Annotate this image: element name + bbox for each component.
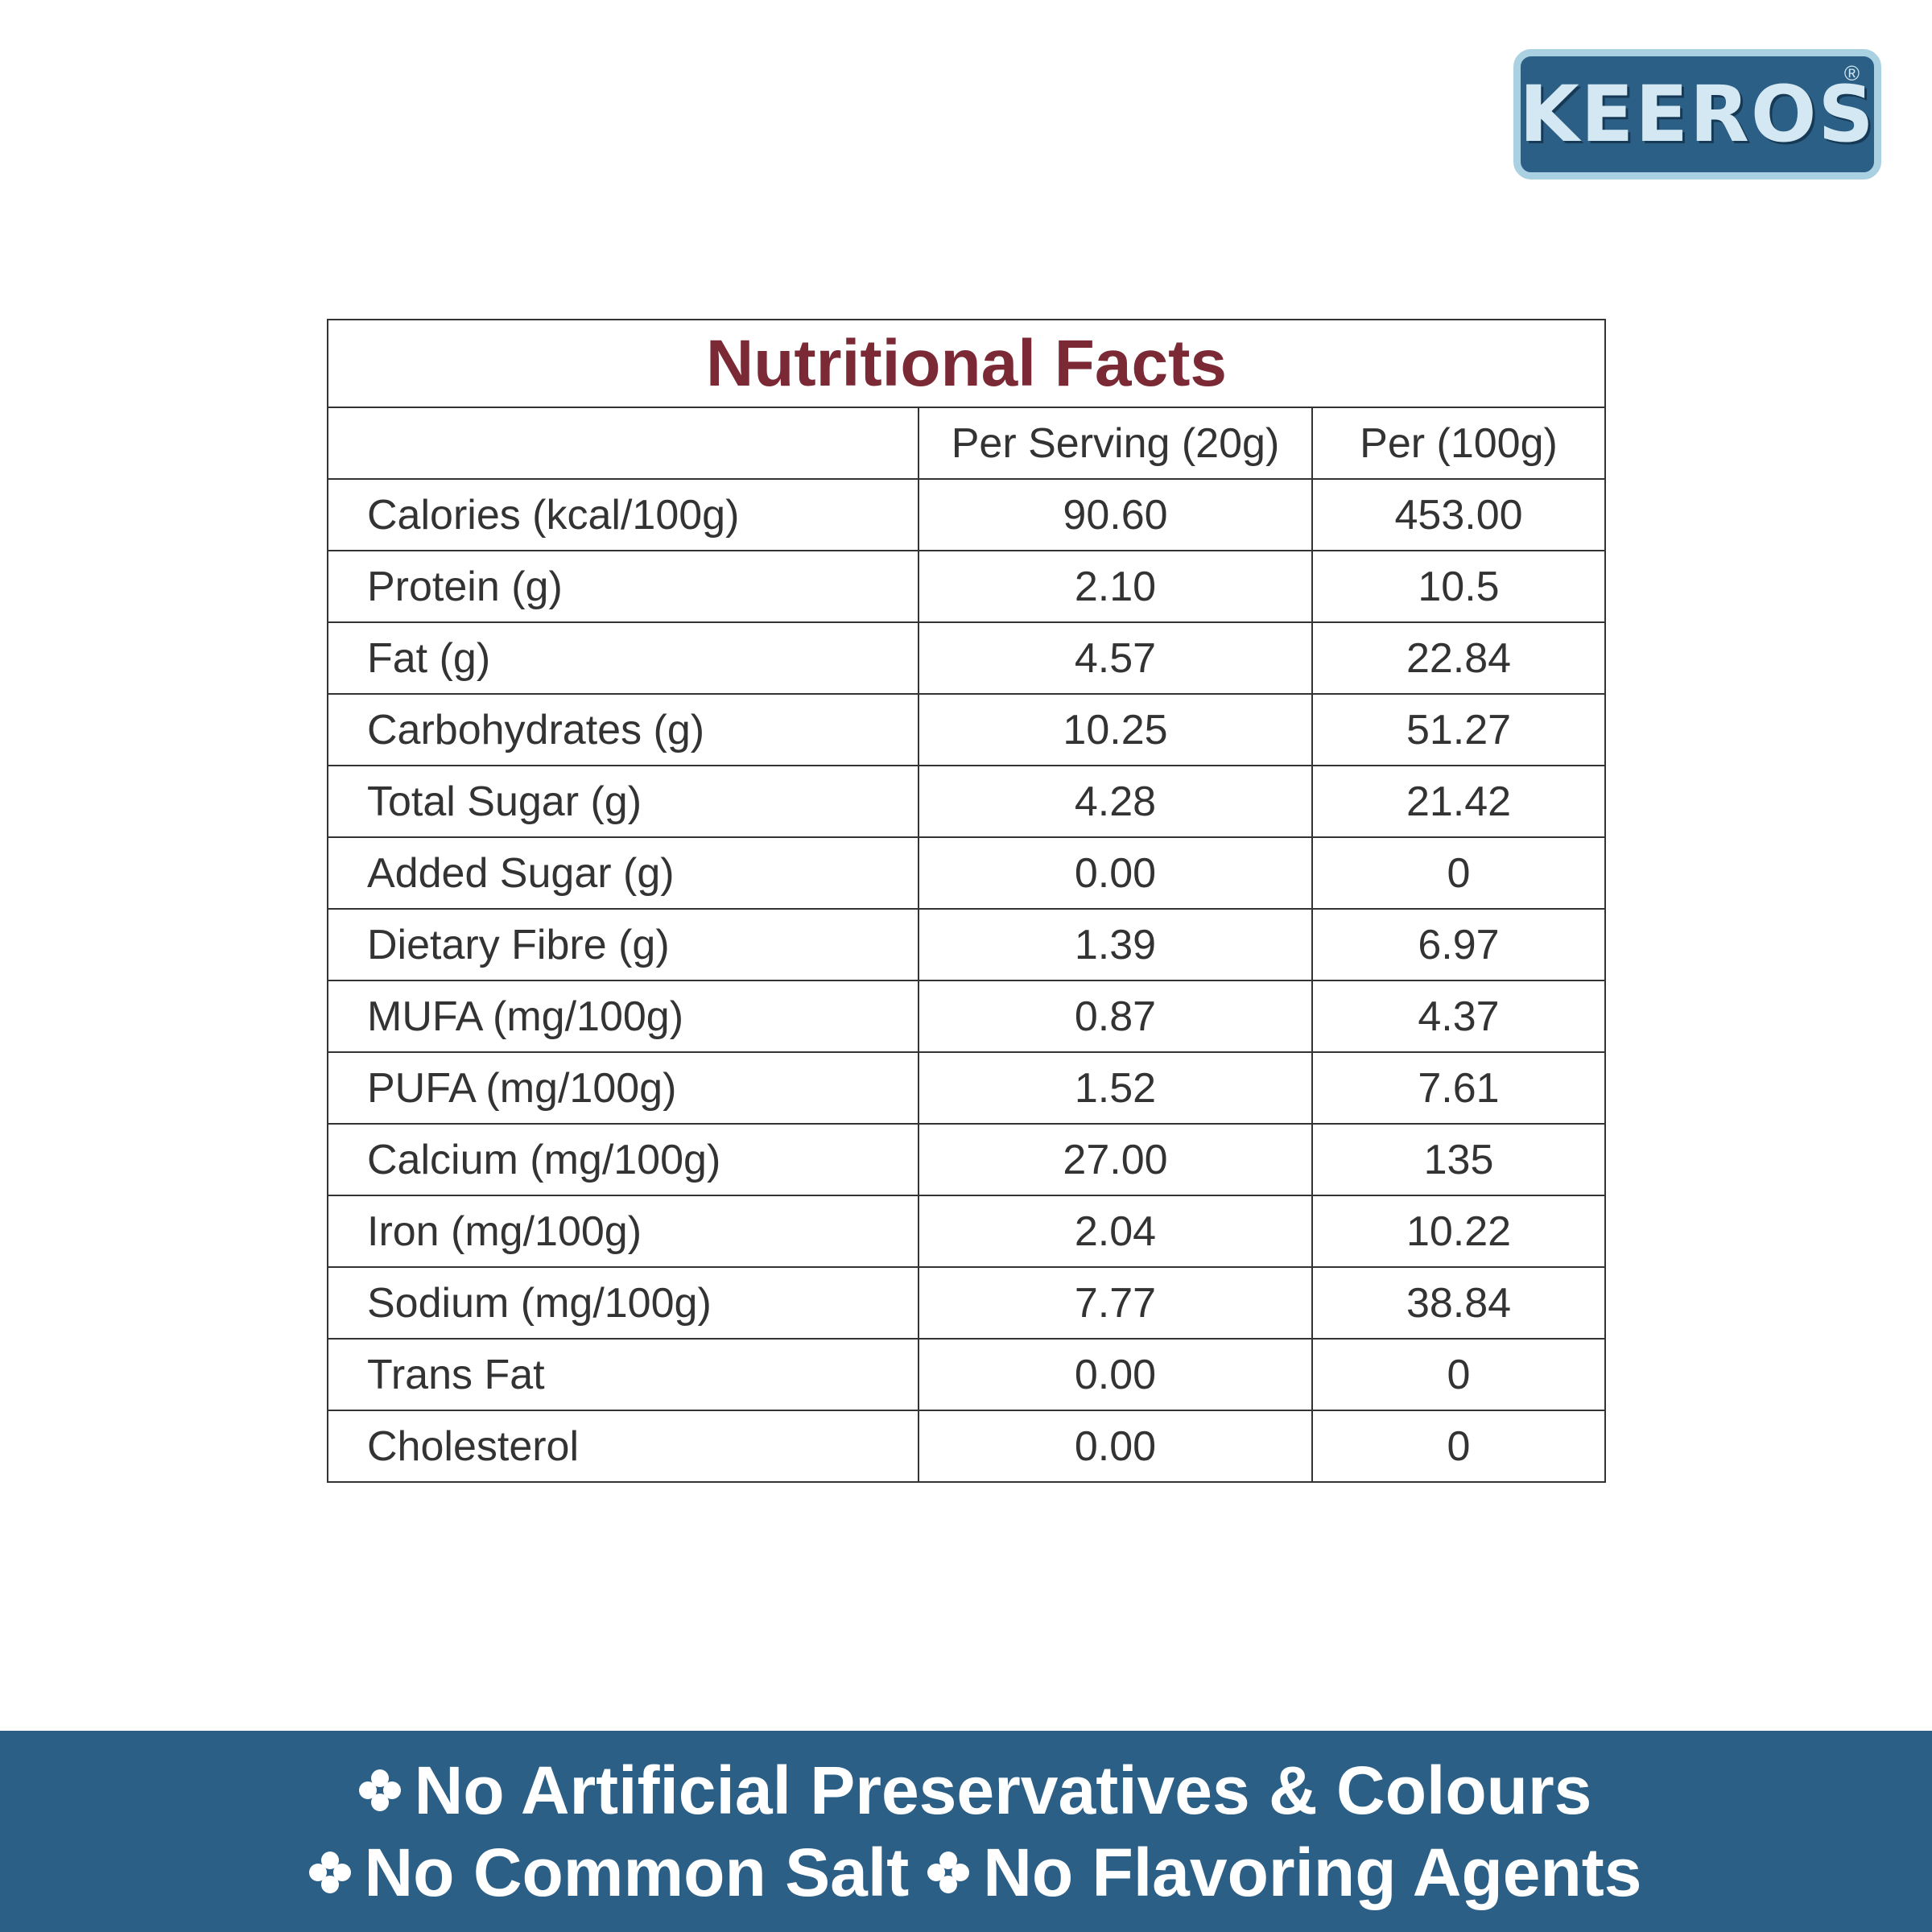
value-cell: 0.87 (918, 980, 1313, 1053)
footer-line: No Common Salt No Flavoring Agents (0, 1831, 1932, 1913)
value-cell: 10.25 (918, 693, 1313, 766)
table-row: Fat (g) 4.57 22.84 (327, 621, 1607, 695)
nutrient-label: MUFA (mg/100g) (327, 980, 919, 1053)
value-cell: 10.5 (1311, 550, 1607, 623)
table-row: Total Sugar (g) 4.28 21.42 (327, 765, 1607, 838)
value-cell: 0 (1311, 836, 1607, 910)
table-row: Trans Fat 0.00 0 (327, 1338, 1607, 1411)
nutrient-label: Iron (mg/100g) (327, 1195, 919, 1268)
table-row: MUFA (mg/100g) 0.87 4.37 (327, 980, 1607, 1053)
table-row: Sodium (mg/100g) 7.77 38.84 (327, 1266, 1607, 1340)
nutrient-label: Carbohydrates (g) (327, 693, 919, 766)
table-row: Calories (kcal/100g) 90.60 453.00 (327, 478, 1607, 551)
nutrient-label: Dietary Fibre (g) (327, 908, 919, 981)
title-row: Nutritional Facts (326, 319, 1607, 408)
value-cell: 7.77 (918, 1266, 1313, 1340)
table-row: Dietary Fibre (g) 1.39 6.97 (327, 908, 1607, 981)
nutrient-label: Sodium (mg/100g) (327, 1266, 919, 1340)
nutrient-label: Fat (g) (327, 621, 919, 695)
footer-line: No Artificial Preservatives & Colours (0, 1749, 1932, 1831)
logo: KEEROS ® (1513, 49, 1881, 180)
table-row: Carbohydrates (g) 10.25 51.27 (327, 693, 1607, 766)
bullet-icon (927, 1852, 970, 1893)
bullet-icon (358, 1769, 401, 1811)
table-row: PUFA (mg/100g) 1.52 7.61 (327, 1051, 1607, 1125)
table-row: Added Sugar (g) 0.00 0 (327, 836, 1607, 910)
value-cell: 90.60 (918, 478, 1313, 551)
nutrient-label: Protein (g) (327, 550, 919, 623)
nutrient-label: Trans Fat (327, 1338, 919, 1411)
logo-name: KEEROS (1519, 69, 1876, 159)
table-row: Calcium (mg/100g) 27.00 135 (327, 1123, 1607, 1196)
value-cell: 0.00 (918, 1338, 1313, 1411)
nutrient-label: Calcium (mg/100g) (327, 1123, 919, 1196)
value-cell: 22.84 (1311, 621, 1607, 695)
claim: No Flavoring Agents (983, 1834, 1642, 1910)
value-cell: 4.37 (1311, 980, 1607, 1053)
value-cell: 0.00 (918, 1410, 1313, 1483)
value-cell: 6.97 (1311, 908, 1607, 981)
footer-banner: No Artificial Preservatives & Colours No … (0, 1731, 1932, 1932)
column-header: Per (100g) (1311, 407, 1607, 480)
nutrient-label: Added Sugar (g) (327, 836, 919, 910)
value-cell: 27.00 (918, 1123, 1313, 1196)
value-cell: 7.61 (1311, 1051, 1607, 1125)
column-header: Per Serving (20g) (918, 407, 1313, 480)
table-row: Iron (mg/100g) 2.04 10.22 (327, 1195, 1607, 1268)
bullet-icon (308, 1852, 351, 1893)
value-cell: 21.42 (1311, 765, 1607, 838)
table-row: Cholesterol 0.00 0 (327, 1410, 1607, 1483)
value-cell: 38.84 (1311, 1266, 1607, 1340)
value-cell: 2.10 (918, 550, 1313, 623)
table-title: Nutritional Facts (326, 319, 1607, 408)
value-cell: 2.04 (918, 1195, 1313, 1268)
table-row: Protein (g) 2.10 10.5 (327, 550, 1607, 623)
nutrient-label: Total Sugar (g) (327, 765, 919, 838)
value-cell: 51.27 (1311, 693, 1607, 766)
claim: No Artificial Preservatives & Colours (414, 1752, 1592, 1828)
value-cell: 10.22 (1311, 1195, 1607, 1268)
claim: No Common Salt (364, 1834, 910, 1910)
header-row: Per Serving (20g) Per (100g) (327, 407, 1607, 480)
registered-mark: ® (1843, 61, 1860, 85)
value-cell: 1.52 (918, 1051, 1313, 1125)
value-cell: 0 (1311, 1410, 1607, 1483)
nutrition-table: Nutritional Facts Per Serving (20g) Per (1… (326, 319, 1607, 1483)
value-cell: 135 (1311, 1123, 1607, 1196)
header-cell (327, 407, 919, 480)
value-cell: 0.00 (918, 836, 1313, 910)
value-cell: 453.00 (1311, 478, 1607, 551)
value-cell: 4.28 (918, 765, 1313, 838)
value-cell: 0 (1311, 1338, 1607, 1411)
nutrient-label: Cholesterol (327, 1410, 919, 1483)
value-cell: 1.39 (918, 908, 1313, 981)
nutrient-label: PUFA (mg/100g) (327, 1051, 919, 1125)
value-cell: 4.57 (918, 621, 1313, 695)
nutrient-label: Calories (kcal/100g) (327, 478, 919, 551)
